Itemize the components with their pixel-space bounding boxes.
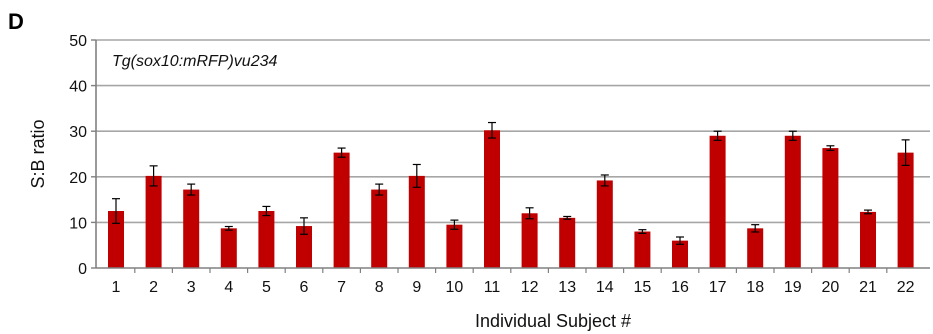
x-tick-label: 11 — [484, 279, 501, 296]
bar — [596, 180, 613, 268]
y-tick-label: 40 — [69, 79, 87, 96]
chart-annotation: Tg(sox10:mRFP)vu234 — [112, 53, 277, 70]
x-tick-label: 19 — [784, 279, 802, 296]
x-tick-label: 17 — [709, 279, 727, 296]
error-bar — [751, 224, 760, 233]
y-tick-label: 50 — [69, 33, 87, 50]
x-tick-label: 13 — [558, 279, 576, 296]
error-bar — [149, 165, 158, 187]
y-tick-label: 30 — [69, 124, 87, 141]
x-tick-label: 10 — [446, 279, 464, 296]
y-axis-title: S:B ratio — [28, 119, 48, 188]
x-tick-label: 20 — [822, 279, 840, 296]
error-bar — [563, 215, 572, 220]
bar — [822, 148, 839, 268]
bar — [860, 211, 876, 268]
error-bar — [224, 225, 233, 231]
error-bar — [638, 229, 647, 234]
x-tick-label: 7 — [337, 279, 346, 296]
bar — [897, 152, 914, 268]
bar — [371, 189, 388, 268]
bar — [747, 228, 764, 268]
x-tick-label: 3 — [187, 279, 196, 296]
error-bar — [112, 198, 120, 224]
x-tick-label: 18 — [746, 279, 764, 296]
bar — [333, 152, 350, 268]
error-bar — [901, 139, 910, 166]
x-tick-label: 14 — [596, 279, 614, 296]
x-tick-label: 22 — [897, 279, 915, 296]
x-tick-label: 9 — [412, 279, 421, 296]
x-tick-label: 16 — [671, 279, 689, 296]
panel-label: D — [8, 9, 24, 34]
error-bar — [826, 145, 835, 151]
error-bar — [676, 236, 684, 245]
bar — [183, 189, 200, 268]
x-tick-label: 12 — [521, 279, 539, 296]
error-bar — [713, 130, 722, 141]
x-tick-label: 15 — [634, 279, 652, 296]
bar — [145, 175, 162, 268]
bar — [484, 130, 500, 268]
bar — [220, 228, 237, 268]
error-bar — [412, 163, 421, 188]
bar — [446, 224, 463, 268]
bar — [296, 226, 312, 268]
error-bars — [112, 121, 910, 245]
x-tick-label: 2 — [149, 279, 158, 296]
x-tick-label: 5 — [262, 279, 271, 296]
error-bar — [300, 217, 308, 235]
x-tick-label: 6 — [300, 279, 309, 296]
bar — [672, 240, 688, 268]
error-bar — [600, 174, 609, 187]
bar — [784, 135, 801, 268]
error-bar — [450, 219, 459, 230]
x-tick-label: 8 — [375, 279, 384, 296]
y-tick-label: 0 — [78, 261, 87, 278]
error-bar — [375, 183, 384, 196]
error-bar — [262, 205, 271, 217]
x-axis-ticks: 1 2 3 4 5 6 7 8 9 10 11 12 13 14 15 16 17 18 19 20 21 22 — [112, 268, 915, 296]
bar — [108, 211, 124, 268]
x-tick-label: 21 — [859, 279, 877, 296]
x-tick-label: 1 — [112, 279, 121, 296]
error-bar — [488, 121, 496, 139]
error-bar — [788, 130, 797, 141]
y-tick-label: 20 — [69, 170, 87, 187]
bar — [258, 211, 275, 268]
error-bar — [864, 209, 872, 215]
error-bar — [525, 207, 534, 220]
x-axis-title: Individual Subject # — [475, 311, 631, 331]
y-tick-label: 10 — [69, 215, 87, 232]
y-axis-ticks: 0 10 20 30 40 50 — [69, 33, 96, 278]
x-tick-label: 4 — [224, 279, 233, 296]
bar — [709, 135, 726, 268]
bars — [108, 130, 914, 268]
bar — [521, 213, 538, 268]
bar — [408, 175, 425, 268]
bar — [634, 231, 651, 268]
error-bar — [187, 183, 196, 196]
bar — [559, 217, 576, 268]
error-bar — [337, 147, 346, 158]
